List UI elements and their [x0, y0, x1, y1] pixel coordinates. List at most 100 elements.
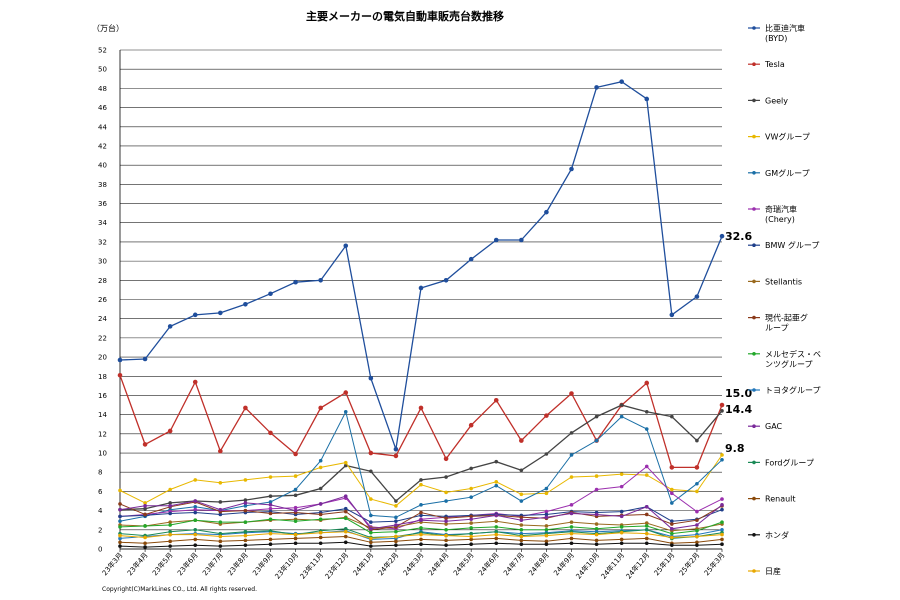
y-tick-label: 8 [98, 469, 102, 477]
data-point [644, 524, 649, 528]
data-point [293, 532, 298, 537]
y-tick-label: 42 [98, 142, 107, 150]
data-point [118, 514, 122, 519]
data-point [619, 537, 624, 542]
data-point [720, 507, 724, 512]
data-point [544, 515, 549, 520]
data-point [293, 505, 298, 510]
x-tick-label: 24年4月 [426, 551, 450, 578]
data-point [168, 520, 172, 524]
x-tick-label: 23年9月 [251, 551, 275, 578]
x-tick-label: 23年7月 [200, 551, 224, 578]
data-point [544, 413, 549, 418]
data-point [619, 509, 624, 514]
legend-marker [752, 26, 756, 30]
data-point [594, 542, 599, 547]
data-point [670, 487, 674, 492]
legend-item: GAC [748, 422, 783, 431]
data-point [318, 405, 323, 411]
legend-label: Renault [765, 495, 796, 504]
data-point [444, 475, 448, 479]
data-point [343, 390, 349, 395]
data-point [695, 489, 699, 494]
data-point [193, 532, 198, 537]
legend-label: GMグループ [765, 168, 810, 178]
data-point [469, 486, 473, 491]
legend-marker [752, 171, 756, 175]
data-point [544, 524, 549, 528]
data-point [444, 516, 448, 521]
data-point [695, 438, 699, 443]
data-point [544, 209, 549, 215]
data-point [293, 474, 298, 478]
data-point [519, 438, 524, 443]
data-point [469, 542, 473, 547]
data-point [218, 480, 223, 485]
series-group [117, 373, 725, 470]
x-tick-label: 24年3月 [401, 551, 425, 578]
data-point [318, 278, 323, 283]
legend-marker [752, 134, 756, 139]
data-point [167, 324, 173, 329]
data-point [569, 503, 574, 507]
data-point [293, 519, 298, 523]
data-point [594, 487, 599, 492]
data-point [569, 541, 574, 546]
data-point [444, 538, 448, 543]
series-line [119, 81, 723, 450]
data-point [394, 539, 398, 544]
y-tick-label: 46 [98, 104, 107, 112]
data-point [569, 531, 574, 536]
data-point [619, 472, 624, 476]
legend-marker [752, 315, 756, 320]
data-point [670, 519, 674, 523]
legend-label: メルセデス・ベンツグループ [765, 349, 821, 369]
data-point [193, 537, 198, 542]
data-point [368, 450, 374, 456]
data-point [243, 478, 248, 482]
data-point [619, 525, 624, 529]
data-point [118, 533, 122, 538]
data-point [118, 488, 122, 493]
data-point [494, 459, 499, 464]
data-point [594, 538, 599, 543]
x-tick-label: 24年9月 [552, 551, 576, 578]
data-point [544, 533, 549, 538]
y-tick-label: 28 [98, 277, 107, 285]
series-group [118, 516, 724, 536]
y-tick-label: 4 [98, 507, 103, 515]
y-tick-label: 38 [98, 181, 107, 189]
data-point [218, 310, 223, 316]
data-point [168, 501, 172, 505]
data-point [143, 504, 147, 508]
data-point [720, 537, 724, 542]
data-point [343, 243, 349, 249]
data-point [519, 523, 524, 527]
data-point [243, 543, 248, 547]
legend-marker [752, 388, 756, 392]
data-point [569, 475, 574, 479]
data-point [167, 428, 173, 434]
data-point [494, 541, 499, 546]
data-point [293, 508, 298, 513]
data-point [444, 533, 448, 538]
data-point [268, 537, 273, 542]
series-lines [117, 79, 725, 549]
data-point [419, 482, 423, 487]
data-point [519, 468, 524, 473]
data-point [494, 536, 499, 541]
data-point [419, 526, 423, 530]
data-point [218, 531, 223, 536]
data-point [218, 512, 223, 517]
legend-marker [752, 279, 756, 284]
data-point [343, 494, 348, 499]
data-point [369, 497, 373, 501]
data-point [293, 493, 298, 498]
y-tick-label: 20 [98, 354, 107, 362]
data-point [368, 375, 374, 381]
data-point [168, 504, 172, 508]
data-point [720, 457, 724, 462]
data-point [619, 530, 624, 535]
data-point [544, 491, 549, 496]
